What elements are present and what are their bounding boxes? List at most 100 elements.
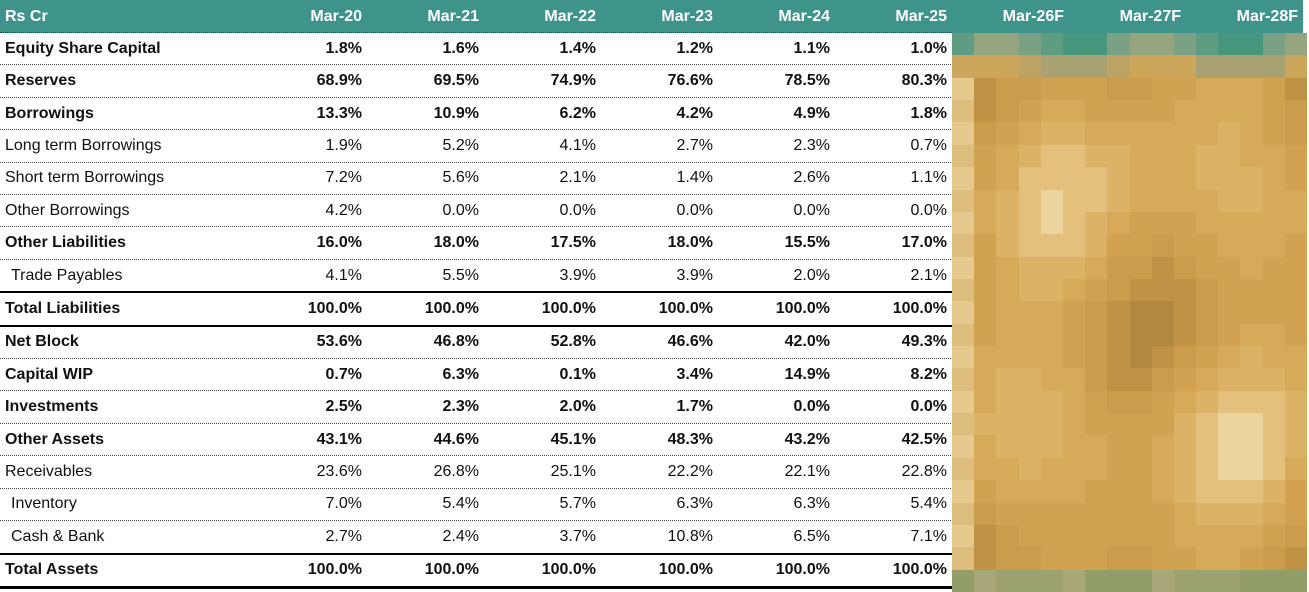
column-header-unit: Rs Cr: [5, 7, 48, 25]
cell-investments-mar-24: 0.0%: [793, 398, 830, 416]
blur-cell: [1151, 122, 1174, 145]
blur-cell: [1218, 569, 1241, 592]
blur-cell: [1240, 547, 1263, 570]
blur-cell: [1107, 502, 1130, 525]
cell-other-borrowings-mar-20: 4.2%: [325, 201, 362, 219]
blur-cell: [1173, 55, 1197, 78]
blur-cell: [974, 167, 997, 190]
blur-cell: [1151, 33, 1174, 56]
blur-cell: [996, 211, 1019, 235]
blur-cell: [996, 413, 1019, 436]
blur-cell: [952, 569, 975, 592]
blur-cell: [952, 502, 975, 525]
blur-cell: [1018, 55, 1041, 78]
blur-cell: [1151, 100, 1174, 123]
blur-cell: [1240, 122, 1263, 145]
cell-investments-mar-21: 2.3%: [442, 398, 479, 416]
blur-cell: [1085, 278, 1108, 302]
blur-cell: [1062, 435, 1086, 458]
blur-cell: [952, 33, 975, 56]
blur-cell: [952, 144, 975, 168]
blur-cell: [1196, 100, 1219, 123]
blur-cell: [1018, 547, 1041, 570]
cell-other-liabilities-mar-23: 18.0%: [667, 234, 713, 252]
blur-cell: [1218, 77, 1241, 101]
blur-cell: [1129, 211, 1152, 235]
blur-cell: [974, 502, 997, 525]
blur-cell: [952, 480, 975, 503]
cell-other-liabilities-mar-20: 16.0%: [316, 234, 362, 252]
cell-inventory-mar-25: 5.4%: [910, 495, 947, 513]
blur-cell: [1107, 144, 1130, 168]
blur-cell: [1284, 502, 1307, 525]
cell-net-block-mar-22: 52.8%: [550, 333, 596, 351]
blur-cell: [1240, 480, 1263, 503]
blur-cell: [1062, 413, 1086, 436]
cell-equity-share-capital-mar-20: 1.8%: [325, 39, 362, 57]
row-label-total-liabilities: Total Liabilities: [5, 299, 121, 317]
blur-cell: [1129, 122, 1152, 145]
blur-cell: [1107, 189, 1130, 212]
blur-cell: [1062, 390, 1086, 414]
blur-cell: [1018, 234, 1041, 257]
blur-cell: [1284, 234, 1307, 257]
blur-cell: [1284, 323, 1307, 347]
column-header-mar-22: Mar-22: [544, 7, 596, 25]
cell-total-liabilities-mar-21: 100.0%: [424, 299, 479, 317]
blur-cell: [1085, 547, 1108, 570]
blur-cell: [1218, 33, 1241, 56]
blur-cell: [952, 323, 975, 347]
blur-cell: [1040, 480, 1063, 503]
cell-reserves-mar-20: 68.9%: [316, 72, 362, 90]
blur-cell: [1129, 346, 1152, 369]
blur-cell: [1040, 569, 1063, 592]
blur-cell: [1085, 346, 1108, 369]
blur-cell: [1262, 390, 1285, 414]
blur-cell: [1107, 234, 1130, 257]
blur-cell: [1107, 569, 1130, 592]
cell-receivables-mar-25: 22.8%: [901, 462, 947, 480]
blur-cell: [1151, 323, 1174, 347]
cell-borrowings-mar-21: 10.9%: [433, 104, 479, 122]
cell-inventory-mar-24: 6.3%: [793, 495, 830, 513]
cell-receivables-mar-23: 22.2%: [667, 462, 713, 480]
cell-investments-mar-20: 2.5%: [325, 398, 362, 416]
blur-cell: [1151, 346, 1174, 369]
cell-long-term-borrowings-mar-21: 5.2%: [442, 136, 479, 154]
cell-equity-share-capital-mar-25: 1.0%: [910, 39, 947, 57]
blur-cell: [1262, 33, 1285, 56]
blur-cell: [1284, 390, 1307, 414]
blur-cell: [1062, 301, 1086, 324]
blur-cell: [974, 368, 997, 391]
blur-cell: [1018, 435, 1041, 458]
blur-cell: [1085, 524, 1108, 548]
blur-cell: [1196, 234, 1219, 257]
blur-cell: [1018, 122, 1041, 145]
blur-cell: [952, 435, 975, 458]
cell-capital-wip-mar-25: 8.2%: [910, 365, 947, 383]
blur-cell: [1240, 368, 1263, 391]
blur-cell: [1151, 167, 1174, 190]
cell-equity-share-capital-mar-22: 1.4%: [559, 39, 596, 57]
blur-cell: [1284, 435, 1307, 458]
blur-cell: [1129, 100, 1152, 123]
cell-total-assets-mar-21: 100.0%: [424, 561, 479, 579]
cell-cash-bank-mar-20: 2.7%: [325, 527, 362, 545]
blur-cell: [1018, 77, 1041, 101]
blur-cell: [974, 211, 997, 235]
row-label-total-assets: Total Assets: [5, 561, 99, 579]
blur-cell: [1196, 323, 1219, 347]
blur-cell: [1107, 368, 1130, 391]
blur-cell: [974, 256, 997, 279]
blur-cell: [1173, 301, 1197, 324]
blur-cell: [1240, 234, 1263, 257]
blur-cell: [996, 234, 1019, 257]
blur-cell: [1151, 55, 1174, 78]
cell-reserves-mar-22: 74.9%: [550, 72, 596, 90]
blur-cell: [1151, 502, 1174, 525]
blur-cell: [1196, 55, 1219, 78]
blur-cell: [996, 167, 1019, 190]
blur-cell: [1240, 278, 1263, 302]
cell-reserves-mar-24: 78.5%: [784, 72, 830, 90]
cell-receivables-mar-24: 22.1%: [784, 462, 830, 480]
